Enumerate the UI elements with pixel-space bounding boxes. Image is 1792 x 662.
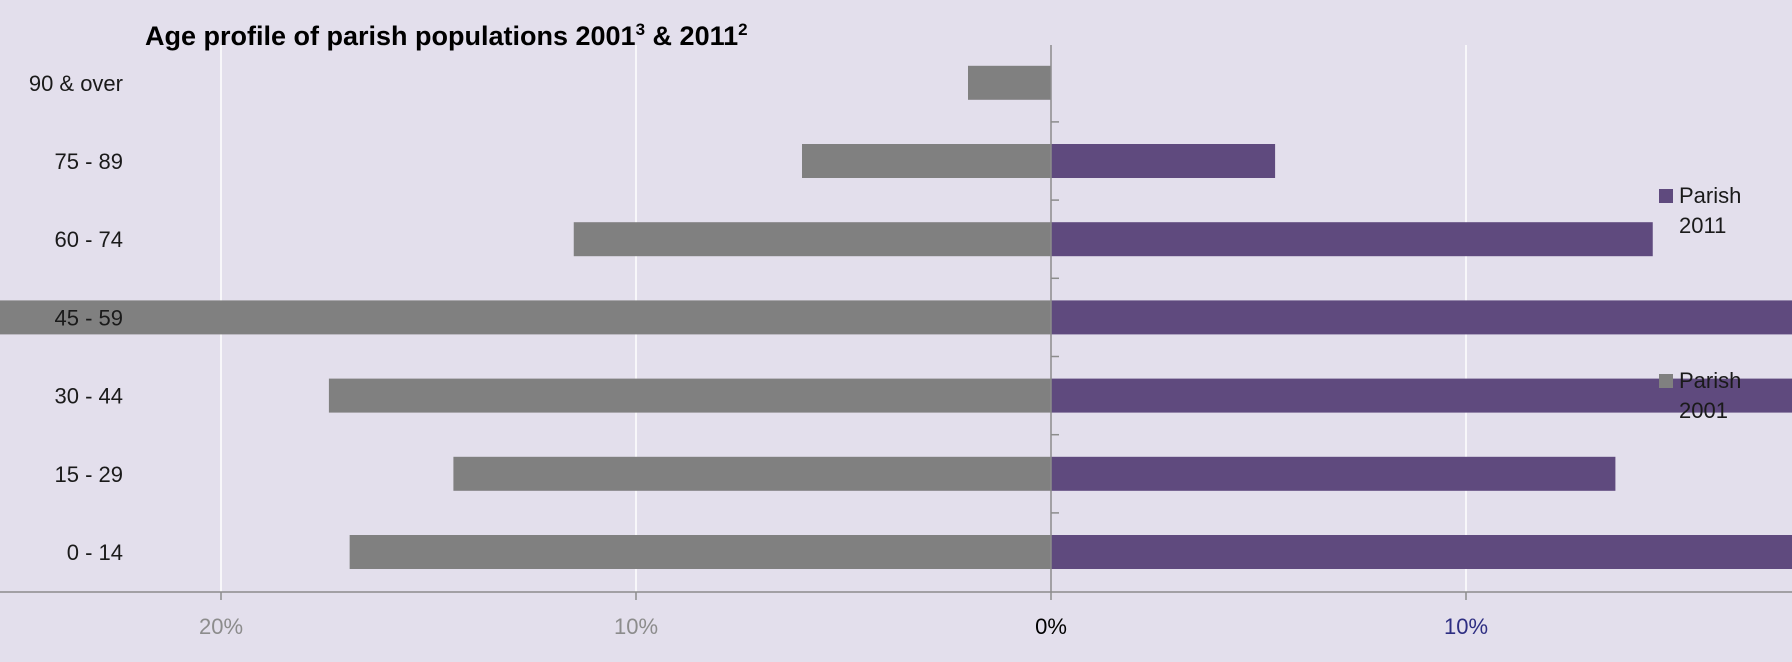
category-label-2: 30 - 44 [55, 384, 124, 409]
title-superscript-1: 3 [636, 20, 645, 39]
bar-2001-0 [349, 535, 1051, 569]
bar-2011-1 [1051, 456, 1616, 491]
category-label-1: 15 - 29 [55, 462, 124, 487]
axes [0, 45, 1792, 600]
category-label-3: 45 - 59 [55, 305, 124, 330]
bar-2001-1 [453, 456, 1051, 491]
bar-2001-6 [968, 65, 1051, 100]
bar-2011-5 [1051, 144, 1276, 178]
legend-swatch-1 [1659, 374, 1673, 388]
category-label-5: 75 - 89 [55, 149, 124, 174]
bar-2011-0 [1051, 535, 1792, 569]
legend-label-1-1: 2001 [1679, 398, 1728, 423]
legend-label-1-0: Parish [1679, 368, 1741, 393]
bars [0, 65, 1792, 569]
bar-2001-3 [0, 300, 1051, 335]
category-label-0: 0 - 14 [67, 540, 123, 565]
x-tick-label-5: 10% [1444, 614, 1488, 639]
x-tick-label-4: 0% [1035, 614, 1067, 639]
bar-2011-4 [1051, 222, 1653, 257]
chart-title: Age profile of parish populations 20013 … [145, 20, 748, 51]
legend-label-0-1: 2011 [1679, 213, 1726, 238]
category-labels: 0 - 14 15 - 29 30 - 44 45 - 59 60 - 74 75 - 8… [29, 71, 123, 565]
bar-2001-5 [802, 144, 1051, 178]
legend-swatch-0 [1659, 189, 1673, 203]
x-tick-label-2: 20% [199, 614, 243, 639]
category-label-6: 90 & over [29, 71, 123, 96]
title-superscript-3: 2 [738, 20, 747, 39]
bar-2001-2 [328, 378, 1051, 413]
bar-2001-4 [573, 222, 1051, 257]
x-tick-labels: 40%30%20%10%0%10%20%30% [199, 614, 1488, 639]
title-text-part-2: & 2011 [645, 21, 738, 51]
legend-label-0-0: Parish [1679, 183, 1741, 208]
legend: Parish 2011 Parish 2001 [1659, 183, 1741, 423]
bar-2011-3 [1051, 300, 1792, 335]
x-tick-label-3: 10% [614, 614, 658, 639]
category-label-4: 60 - 74 [55, 227, 124, 252]
title-text-part-0: Age profile of parish populations 2001 [145, 21, 636, 51]
